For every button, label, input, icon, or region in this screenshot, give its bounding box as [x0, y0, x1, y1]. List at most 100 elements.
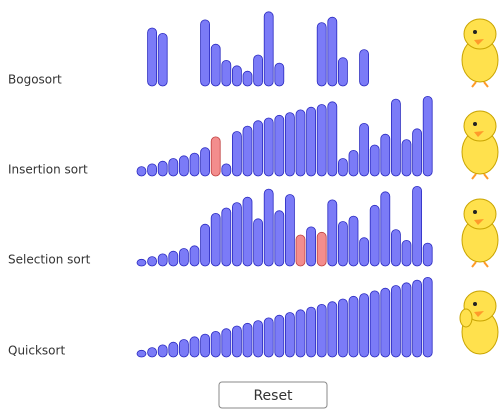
bar — [242, 70, 253, 87]
bar — [422, 276, 433, 358]
chick — [459, 290, 499, 355]
bar — [284, 112, 295, 177]
bar — [316, 104, 327, 177]
bar — [380, 287, 391, 358]
bar — [390, 285, 401, 358]
reset-button-frame[interactable] — [218, 381, 328, 409]
chicks — [459, 18, 499, 355]
bar — [412, 185, 423, 267]
bar — [263, 188, 274, 267]
bar — [401, 139, 412, 177]
bar — [242, 196, 253, 267]
bar — [380, 191, 391, 267]
bar — [168, 158, 179, 177]
bar — [136, 258, 147, 267]
bar — [306, 306, 317, 358]
bar — [295, 109, 306, 177]
bar — [178, 248, 189, 267]
bar — [284, 194, 295, 267]
bar — [359, 237, 370, 267]
bar — [263, 117, 274, 177]
bar — [274, 62, 285, 87]
bar — [412, 279, 423, 358]
bar — [242, 125, 253, 177]
bar — [189, 152, 200, 177]
bar — [337, 221, 348, 267]
bar — [359, 49, 370, 87]
row-label: Selection sort — [8, 253, 91, 267]
bar — [231, 325, 242, 358]
bar — [189, 245, 200, 267]
bar — [231, 65, 242, 87]
row-label: Bogosort — [8, 73, 62, 87]
bar — [412, 128, 423, 177]
bar — [253, 218, 264, 267]
bar — [380, 133, 391, 177]
bar — [401, 239, 412, 267]
bar — [327, 199, 338, 267]
bar — [390, 98, 401, 177]
bar — [200, 147, 211, 177]
bar — [200, 333, 211, 358]
bar — [178, 339, 189, 358]
bar — [178, 155, 189, 177]
bar — [221, 328, 232, 358]
bar — [390, 229, 401, 267]
reset-label[interactable]: Reset — [253, 388, 293, 404]
row-label: Quicksort — [8, 344, 65, 358]
bar — [369, 204, 380, 267]
bar — [147, 256, 158, 267]
bar — [157, 253, 168, 267]
bar — [359, 293, 370, 358]
bar — [263, 11, 274, 87]
bar — [210, 136, 221, 177]
bar — [231, 202, 242, 267]
bar — [327, 16, 338, 87]
bar — [147, 163, 158, 177]
bar — [168, 341, 179, 358]
bar — [422, 242, 433, 267]
chick — [461, 18, 499, 88]
bar — [348, 295, 359, 358]
bar — [316, 22, 327, 87]
bar — [295, 309, 306, 358]
bar — [189, 336, 200, 358]
bar — [295, 234, 306, 267]
bar — [274, 314, 285, 358]
bar — [210, 43, 221, 87]
bar — [369, 290, 380, 358]
bar — [337, 298, 348, 358]
bar — [136, 349, 147, 358]
bar — [316, 231, 327, 267]
bar — [316, 303, 327, 358]
bar — [253, 54, 264, 87]
bar — [337, 158, 348, 177]
bar — [221, 163, 232, 177]
bar — [327, 101, 338, 177]
bar — [200, 19, 211, 87]
bar — [157, 33, 168, 87]
chick — [461, 110, 499, 180]
bar — [168, 250, 179, 267]
bar — [348, 149, 359, 177]
bar — [359, 123, 370, 177]
reset-button[interactable]: Reset — [218, 381, 328, 409]
bar — [369, 144, 380, 177]
bar — [284, 312, 295, 358]
bar — [200, 223, 211, 267]
bar — [274, 114, 285, 177]
bar — [221, 60, 232, 87]
bar — [401, 282, 412, 358]
bar — [210, 212, 221, 267]
bar — [147, 347, 158, 358]
bar — [157, 344, 168, 358]
chick — [461, 198, 499, 268]
bar — [306, 226, 317, 267]
bar — [274, 210, 285, 267]
bar — [422, 96, 433, 177]
bar — [231, 131, 242, 177]
bar — [306, 106, 317, 177]
bar — [327, 301, 338, 358]
bar — [221, 207, 232, 267]
